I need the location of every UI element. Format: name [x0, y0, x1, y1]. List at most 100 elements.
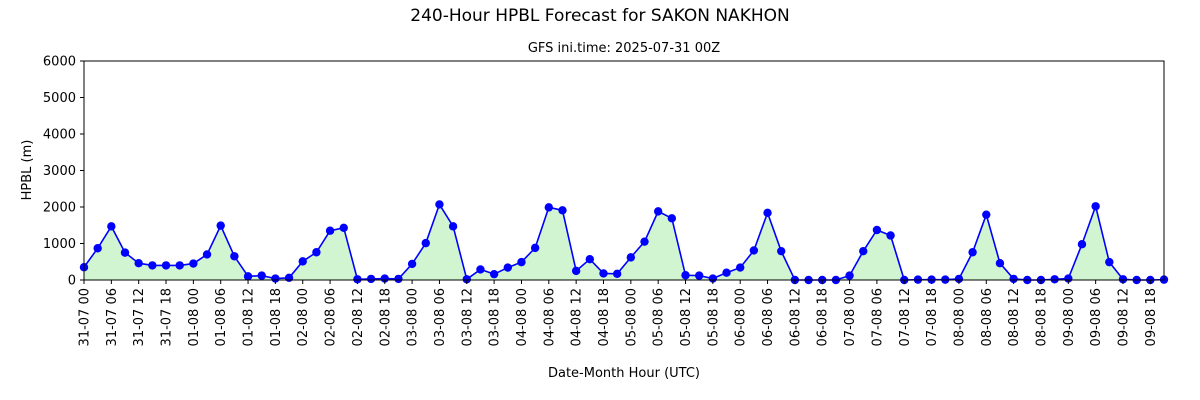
data-point [489, 269, 499, 279]
x-tick-label: 08-08 12 [1007, 288, 1022, 346]
x-tick-label: 09-08 00 [1062, 288, 1077, 346]
data-point [120, 248, 130, 257]
x-tick-label: 04-08 06 [542, 288, 557, 346]
data-point [175, 261, 184, 270]
data-point [872, 225, 882, 235]
data-point [1091, 202, 1100, 211]
data-point [599, 269, 608, 278]
data-point [954, 274, 964, 284]
data-point [366, 274, 376, 284]
data-point [148, 261, 157, 270]
data-point [653, 207, 663, 216]
x-tick-label: 31-07 00 [78, 288, 93, 346]
data-point [571, 266, 581, 276]
data-point [681, 271, 690, 280]
plot-frame [83, 60, 1165, 281]
x-tick-label: 05-08 06 [652, 288, 667, 346]
data-point [1077, 240, 1087, 249]
x-tick-label: 01-08 06 [214, 288, 229, 346]
data-point [708, 274, 718, 283]
data-point [777, 246, 786, 256]
y-tick-label: 2000 [43, 201, 76, 216]
x-tick-label: 05-08 18 [706, 288, 721, 346]
data-point [134, 259, 143, 268]
data-point [312, 248, 321, 257]
data-point [640, 237, 649, 246]
data-point [189, 259, 198, 268]
data-point [230, 252, 239, 261]
data-point [448, 222, 458, 231]
x-axis-label: Date-Month Hour (UTC) [548, 366, 700, 381]
x-tick-label: 03-08 06 [433, 288, 448, 346]
data-point [517, 257, 526, 267]
data-point [1050, 275, 1059, 284]
data-point [476, 265, 485, 274]
data-point [736, 263, 745, 272]
x-tick-label: 08-08 06 [980, 288, 995, 346]
data-point [1009, 274, 1018, 284]
x-tick-label: 01-08 12 [242, 288, 257, 346]
x-tick-label: 05-08 12 [679, 288, 694, 346]
data-point [995, 259, 1005, 268]
x-tick-label: 09-08 18 [1144, 288, 1159, 346]
data-point [503, 263, 512, 272]
y-tick-label: 3000 [43, 164, 76, 179]
x-tick-label: 04-08 00 [515, 288, 530, 346]
data-point [558, 206, 567, 215]
x-tick-label: 02-08 12 [351, 288, 366, 346]
data-point [667, 214, 677, 223]
data-point [462, 275, 471, 284]
x-tick-label: 03-08 12 [460, 288, 475, 346]
data-point [859, 246, 868, 256]
x-tick-label: 06-08 00 [734, 288, 749, 346]
data-point [353, 275, 362, 284]
x-tick-label: 07-08 18 [925, 288, 940, 346]
data-point [722, 268, 731, 277]
data-point [1105, 257, 1114, 267]
x-tick-label: 02-08 06 [324, 288, 339, 346]
x-tick-label: 09-08 06 [1089, 288, 1104, 346]
data-point [435, 200, 444, 209]
data-point [257, 271, 266, 280]
x-tick-label: 08-08 00 [952, 288, 967, 346]
x-tick-label: 08-08 18 [1034, 288, 1049, 346]
data-point [107, 222, 116, 231]
data-point [407, 259, 417, 269]
x-tick-label: 31-07 06 [105, 288, 120, 346]
data-point [612, 269, 622, 278]
x-tick-label: 02-08 18 [378, 288, 393, 346]
hpbl-area-fill [84, 204, 1164, 280]
x-tick-label: 07-08 00 [843, 288, 858, 346]
data-point [968, 248, 977, 257]
chart-subtitle: GFS ini.time: 2025-07-31 00Z [528, 41, 720, 56]
x-tick-label: 02-08 00 [296, 288, 311, 346]
x-tick-label: 31-07 18 [160, 288, 175, 346]
y-tick-label: 1000 [43, 237, 76, 252]
data-point [585, 254, 595, 264]
data-point [544, 203, 554, 212]
x-tick-label: 04-08 18 [597, 288, 612, 346]
x-tick-label: 04-08 12 [570, 288, 585, 346]
y-axis-label: HPBL (m) [20, 140, 35, 201]
y-tick-label: 0 [68, 274, 76, 289]
data-point [339, 223, 348, 233]
x-tick-label: 31-07 12 [132, 288, 147, 346]
y-tick-label: 5000 [43, 91, 76, 106]
x-tick-label: 07-08 06 [870, 288, 885, 346]
x-tick-label: 09-08 12 [1116, 288, 1131, 346]
x-tick-label: 06-08 12 [788, 288, 803, 346]
data-point [845, 271, 854, 280]
data-point [325, 226, 335, 235]
data-point [298, 257, 307, 266]
data-point [1064, 274, 1073, 283]
data-point [886, 231, 895, 240]
data-point [202, 250, 212, 259]
data-point [421, 238, 430, 248]
data-point [1118, 275, 1128, 284]
x-tick-label: 05-08 00 [624, 288, 639, 346]
data-point [530, 243, 540, 253]
x-tick-label: 06-08 06 [761, 288, 776, 346]
x-tick-label: 03-08 18 [488, 288, 503, 346]
y-tick-label: 4000 [43, 128, 76, 143]
